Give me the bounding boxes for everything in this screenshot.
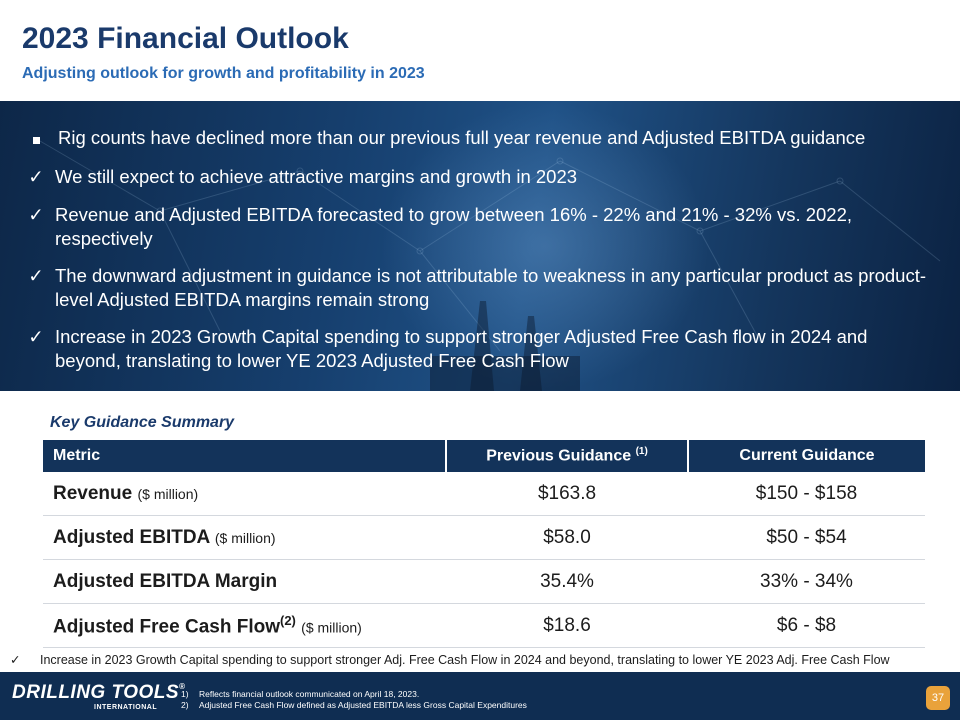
column-header-previous: Previous Guidance (1) <box>446 440 689 472</box>
checkmark-icon: ✓ <box>28 326 44 347</box>
table-row: Adjusted EBITDA ($ million) $58.0 $50 - … <box>43 515 925 560</box>
current-value-cell: $6 - $8 <box>688 603 925 648</box>
bullet-text: Revenue and Adjusted EBITDA forecasted t… <box>55 204 853 249</box>
square-bullet-icon <box>26 126 46 150</box>
checkmark-icon: ✓ <box>10 653 21 667</box>
footnote: 2) Adjusted Free Cash Flow defined as Adj… <box>181 700 527 710</box>
footer-bar: DRILLING TOOLS® INTERNATIONAL 1) Reflects… <box>0 672 960 720</box>
table-header-row: Metric Previous Guidance (1) Current Gui… <box>43 440 925 472</box>
current-value-cell: $50 - $54 <box>688 515 925 560</box>
column-header-metric: Metric <box>43 440 447 472</box>
bullet-text: The downward adjustment in guidance is n… <box>55 265 927 310</box>
summary-note-text: Increase in 2023 Growth Capital spending… <box>40 653 890 667</box>
company-logo: DRILLING TOOLS® INTERNATIONAL <box>12 682 185 712</box>
checkmark-icon: ✓ <box>28 204 44 225</box>
table-row: Revenue ($ million) $163.8 $150 - $158 <box>43 472 925 516</box>
table-row: Adjusted Free Cash Flow(2) ($ million) $… <box>43 603 925 648</box>
bullet-text: Rig counts have declined more than our p… <box>58 127 866 148</box>
bullet-text: Increase in 2023 Growth Capital spending… <box>55 326 868 371</box>
logo-subtitle: INTERNATIONAL <box>94 704 158 711</box>
metric-cell: Adjusted EBITDA Margin <box>43 559 446 604</box>
logo-wordmark: DRILLING TOOLS® <box>12 682 186 703</box>
bullet-list: Rig counts have declined more than our p… <box>0 101 960 391</box>
page-subtitle: Adjusting outlook for growth and profita… <box>22 65 425 82</box>
current-value-cell: 33% - 34% <box>688 559 925 604</box>
previous-value-cell: $58.0 <box>446 515 688 560</box>
guidance-table: Metric Previous Guidance (1) Current Gui… <box>43 440 925 648</box>
bullet-text: We still expect to achieve attractive ma… <box>55 166 578 187</box>
previous-value-cell: $163.8 <box>446 472 688 516</box>
page-number-badge: 37 <box>926 686 950 710</box>
current-value-cell: $150 - $158 <box>688 472 925 516</box>
footnote: 1) Reflects financial outlook communicate… <box>181 689 420 699</box>
summary-note: ✓ Increase in 2023 Growth Capital spendi… <box>0 652 960 670</box>
checkmark-icon: ✓ <box>28 166 44 187</box>
previous-value-cell: 35.4% <box>446 559 688 604</box>
banner-glow <box>380 101 710 391</box>
metric-cell: Adjusted EBITDA ($ million) <box>43 515 446 560</box>
hero-banner: Rig counts have declined more than our p… <box>0 101 960 391</box>
checkmark-icon: ✓ <box>28 265 44 286</box>
page-title: 2023 Financial Outlook <box>22 22 349 55</box>
previous-value-cell: $18.6 <box>446 603 688 648</box>
column-header-current: Current Guidance <box>688 440 925 472</box>
footnotes: 1) Reflects financial outlook communicate… <box>181 689 527 711</box>
guidance-heading: Key Guidance Summary <box>50 414 235 431</box>
metric-cell: Revenue ($ million) <box>43 472 446 516</box>
metric-cell: Adjusted Free Cash Flow(2) ($ million) <box>43 603 446 648</box>
network-overlay-graphic <box>39 140 941 391</box>
table-row: Adjusted EBITDA Margin 35.4% 33% - 34% <box>43 559 925 604</box>
